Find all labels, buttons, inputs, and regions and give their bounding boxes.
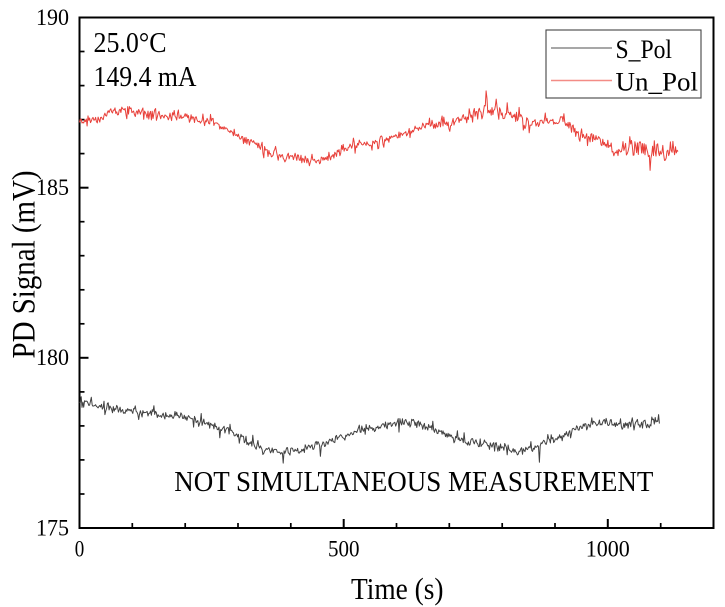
svg-text:180: 180 — [36, 345, 69, 370]
svg-text:25.0°C: 25.0°C — [94, 28, 167, 59]
svg-text:0: 0 — [75, 537, 85, 562]
svg-text:PD Signal (mV): PD Signal (mV) — [7, 171, 43, 359]
svg-text:Un_Pol: Un_Pol — [616, 67, 699, 96]
svg-text:149.4 mA: 149.4 mA — [94, 62, 198, 93]
svg-text:190: 190 — [36, 5, 69, 30]
svg-text:185: 185 — [36, 175, 69, 200]
svg-text:Time (s): Time (s) — [351, 571, 444, 606]
svg-text:500: 500 — [328, 537, 360, 562]
svg-text:1000: 1000 — [586, 537, 630, 562]
svg-text:S_Pol: S_Pol — [616, 35, 673, 64]
svg-text:NOT SIMULTANEOUS MEASUREMENT: NOT SIMULTANEOUS MEASUREMENT — [174, 467, 653, 498]
svg-text:175: 175 — [36, 515, 69, 540]
